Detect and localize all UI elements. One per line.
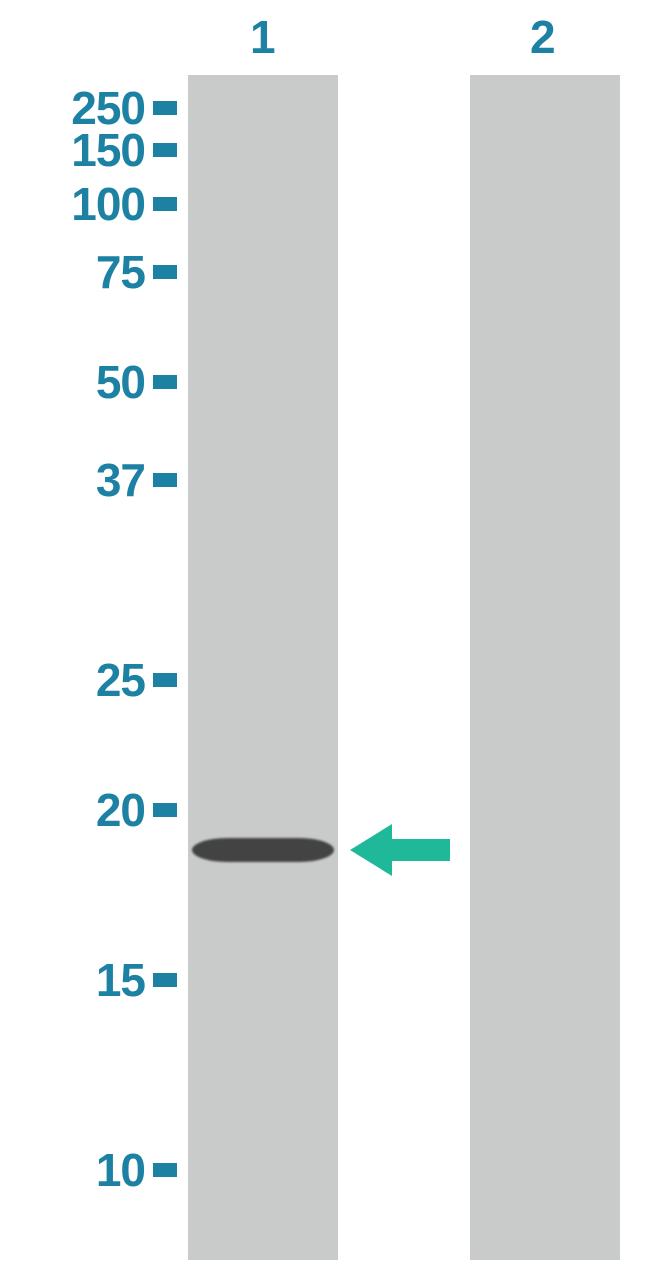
mw-marker-label: 20 — [96, 783, 145, 837]
lane-label-2: 2 — [530, 10, 556, 64]
detected-band — [192, 838, 334, 862]
mw-marker-label: 100 — [71, 177, 145, 231]
blot-canvas: 1225015010075503725201510 — [0, 0, 650, 1270]
mw-marker-tick — [153, 473, 177, 487]
mw-marker-tick — [153, 1163, 177, 1177]
mw-marker-tick — [153, 197, 177, 211]
mw-marker-label: 75 — [96, 245, 145, 299]
mw-marker-tick — [153, 101, 177, 115]
mw-marker-label: 37 — [96, 453, 145, 507]
mw-marker-label: 50 — [96, 355, 145, 409]
band-arrow-icon — [350, 822, 450, 878]
mw-marker-label: 25 — [96, 653, 145, 707]
mw-marker-label: 10 — [96, 1143, 145, 1197]
lane-2 — [470, 75, 620, 1260]
mw-marker-label: 15 — [96, 953, 145, 1007]
mw-marker-tick — [153, 673, 177, 687]
mw-marker-tick — [153, 375, 177, 389]
mw-marker-tick — [153, 803, 177, 817]
mw-marker-tick — [153, 973, 177, 987]
mw-marker-tick — [153, 265, 177, 279]
mw-marker-tick — [153, 143, 177, 157]
lane-label-1: 1 — [250, 10, 276, 64]
mw-marker-label: 150 — [71, 123, 145, 177]
lane-1 — [188, 75, 338, 1260]
